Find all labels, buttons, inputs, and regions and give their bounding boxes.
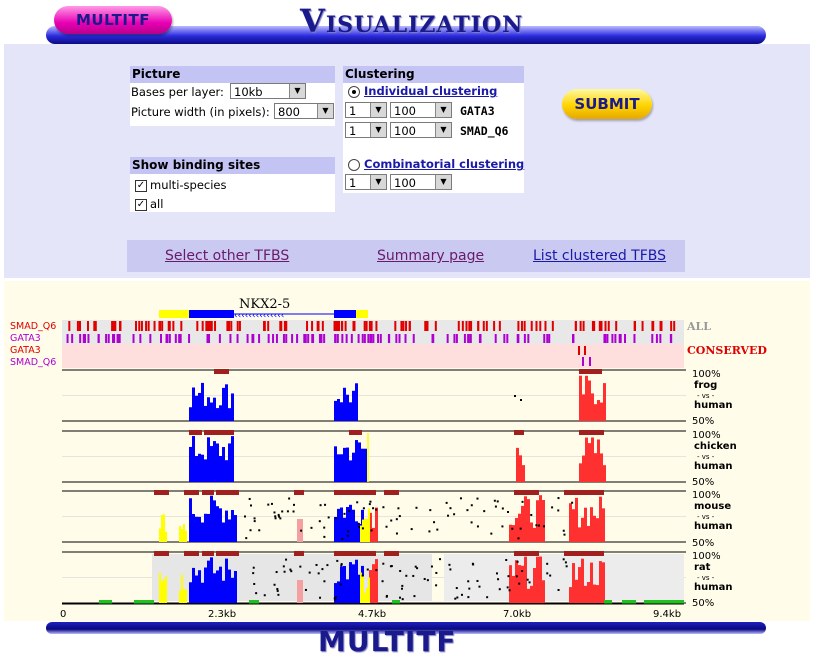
multi-species-label: multi-species <box>150 178 227 192</box>
axis-tick-label: 9.4kb <box>653 609 681 620</box>
axis-tick-label: 0 <box>60 609 66 620</box>
chevron-down-icon: ▼ <box>435 123 451 137</box>
combinatorial-row: Combinatorial clustering <box>348 157 524 171</box>
gata3-pct-select[interactable]: 100 ▼ <box>390 102 452 118</box>
gata3-num-select[interactable]: 1 ▼ <box>345 102 387 118</box>
combinatorial-radio[interactable] <box>348 158 360 171</box>
gene-name: NKX2-5 <box>239 297 290 312</box>
panel-bottom-label: 50% <box>692 598 714 609</box>
chevron-down-icon: ▼ <box>435 103 451 117</box>
panel-top-label: 100% <box>692 369 721 380</box>
panel-vs: - vs - <box>697 453 715 461</box>
multi-species-checkbox[interactable]: ✓ <box>135 179 147 192</box>
page-title: Visualization <box>300 2 524 40</box>
all-tracks-label: ALL <box>686 320 711 333</box>
submit-button[interactable]: SUBMIT <box>562 89 652 119</box>
gata3-label: GATA3 <box>460 104 495 118</box>
clustering-heading: Clustering <box>343 66 524 83</box>
track-label: GATA3 <box>10 333 41 344</box>
individual-radio[interactable] <box>348 85 360 98</box>
panel-vs: - vs - <box>697 513 715 521</box>
select-other-tfbs-link[interactable]: Select other TFBS <box>165 248 290 264</box>
panel-bottom-label: 50% <box>692 416 714 427</box>
panel-ref: human <box>694 461 733 472</box>
panel-species: chicken <box>694 441 737 452</box>
track-label: SMAD_Q6 <box>10 321 56 332</box>
panel-top-label: 100% <box>692 551 721 562</box>
panel-top-label: 100% <box>692 490 721 501</box>
picture-heading: Picture <box>130 66 335 83</box>
all-row: ✓ all <box>135 197 163 211</box>
multi-species-row: ✓ multi-species <box>135 178 227 192</box>
chevron-down-icon: ▼ <box>370 175 386 189</box>
panel-bottom-label: 50% <box>692 477 714 488</box>
visualization-panel: ‹‹‹‹‹‹‹‹‹‹‹‹‹‹ NKX2-5 SMAD_Q6 GATA3 GATA… <box>4 281 810 621</box>
chevron-down-icon: ▼ <box>370 103 386 117</box>
panel-ref: human <box>694 582 733 593</box>
footer-bar <box>46 622 766 634</box>
conserved-tracks-label: CONSERVED <box>687 344 767 357</box>
axis-tick-label: 7.0kb <box>503 609 531 620</box>
axis-tick-label: 4.7kb <box>358 609 386 620</box>
combo-pct-select[interactable]: 100 ▼ <box>390 174 452 190</box>
multitf-logo-top[interactable]: MULTITF <box>54 6 172 34</box>
smad-num-select[interactable]: 1 ▼ <box>345 122 387 138</box>
conservation-plot: ‹‹‹‹‹‹‹‹‹‹‹‹‹‹ NKX2-5 SMAD_Q6 GATA3 GATA… <box>10 297 767 620</box>
all-checkbox[interactable]: ✓ <box>135 198 147 211</box>
chevron-down-icon: ▼ <box>435 175 451 189</box>
individual-row: Individual clustering <box>348 84 497 98</box>
track-label: SMAD_Q6 <box>10 357 56 368</box>
show-sites-heading: Show binding sites <box>130 157 335 174</box>
nav-bar: Select other TFBS Summary page List clus… <box>127 240 685 272</box>
bases-select[interactable]: 10kb ▼ <box>230 83 306 99</box>
panel-bottom-label: 50% <box>692 538 714 549</box>
combo-num-select[interactable]: 1 ▼ <box>345 174 387 190</box>
chevron-down-icon: ▼ <box>370 123 386 137</box>
panel-ref: human <box>694 400 733 411</box>
show-sites-box: Show binding sites ✓ multi-species ✓ all <box>130 157 335 212</box>
panel-top-label: 100% <box>692 430 721 441</box>
list-clustered-tfbs-link[interactable]: List clustered TFBS <box>533 248 667 264</box>
svg-text:‹‹‹‹‹‹‹‹‹‹‹‹‹‹: ‹‹‹‹‹‹‹‹‹‹‹‹‹‹ <box>234 311 284 321</box>
multitf-logo-bottom: MULTITF <box>318 625 457 658</box>
picture-box: Picture Bases per layer: 10kb ▼ Picture w… <box>130 66 335 126</box>
width-label: Picture width (in pixels): <box>131 105 270 119</box>
combinatorial-clustering-link[interactable]: Combinatorial clustering <box>364 157 525 171</box>
panel-species: frog <box>694 380 717 391</box>
smad-pct-select[interactable]: 100 ▼ <box>390 122 452 138</box>
chevron-down-icon: ▼ <box>317 104 333 118</box>
track-label: GATA3 <box>10 345 41 356</box>
panel-vs: - vs - <box>697 392 715 400</box>
panel-ref: human <box>694 521 733 532</box>
summary-page-link[interactable]: Summary page <box>377 248 485 264</box>
all-label: all <box>150 197 164 211</box>
title-bar <box>46 26 766 44</box>
chevron-down-icon: ▼ <box>289 84 305 98</box>
smad-label: SMAD_Q6 <box>460 124 509 138</box>
axis-tick-label: 2.3kb <box>208 609 236 620</box>
width-select[interactable]: 800 ▼ <box>274 103 334 119</box>
panel-species: mouse <box>694 501 731 512</box>
panel-species: rat <box>694 562 711 573</box>
panel-vs: - vs - <box>697 574 715 582</box>
clustering-box: Clustering Individual clustering 1 ▼ 100 ▼… <box>343 66 524 193</box>
individual-clustering-link[interactable]: Individual clustering <box>364 84 498 98</box>
bases-label: Bases per layer: <box>131 85 224 99</box>
